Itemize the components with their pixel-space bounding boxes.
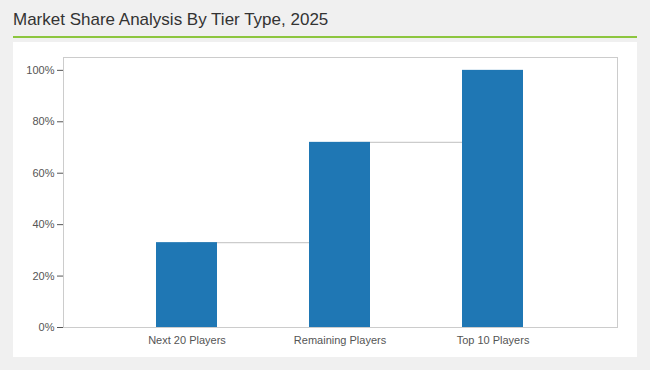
svg-text:Top 10 Players: Top 10 Players [457, 334, 530, 346]
html-text:Market Share Analysis By Tier: Market Share Analysis By Tier Type, 2025 [13, 10, 329, 29]
svg-text:20%: 20% [32, 270, 54, 282]
svg-text:80%: 80% [32, 115, 54, 127]
svg-text:100%: 100% [26, 64, 54, 76]
svg-text:0%: 0% [39, 321, 55, 333]
svg-text:40%: 40% [32, 218, 54, 230]
svg-text:Next 20 Players: Next 20 Players [148, 334, 226, 346]
svg-text:Remaining Players: Remaining Players [294, 334, 387, 346]
svg-text:60%: 60% [32, 167, 54, 179]
